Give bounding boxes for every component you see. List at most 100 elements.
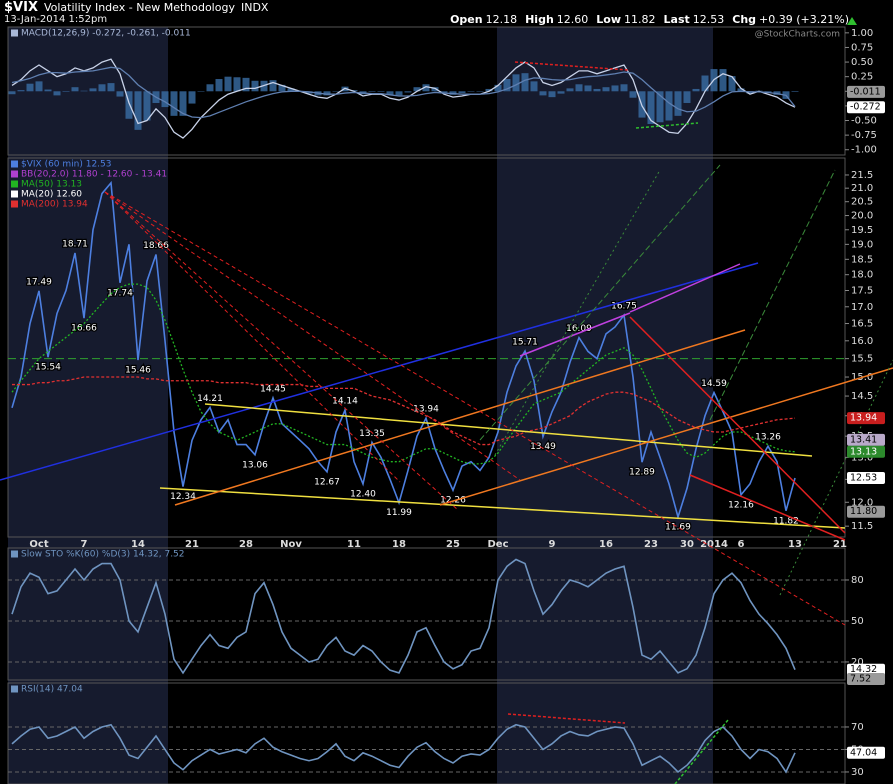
- histogram-bar: [278, 84, 286, 92]
- histogram-bar: [125, 91, 133, 119]
- value-label: 14.21: [197, 394, 223, 404]
- y-tick-label: 0.25: [851, 72, 873, 83]
- histogram-bar: [98, 84, 106, 92]
- histogram-bar: [422, 84, 430, 92]
- value-label: 14.59: [701, 379, 727, 389]
- value-tag-label: 7.52: [850, 674, 871, 685]
- x-tick-label: 21: [185, 539, 199, 550]
- legend-text: BB(20,2.0) 11.80 - 12.60 - 13.41: [21, 170, 167, 180]
- histogram-bar: [224, 76, 232, 92]
- value-label: 18.71: [62, 239, 88, 249]
- histogram-bar: [674, 91, 682, 116]
- y-tick-label: 15.5: [851, 354, 873, 365]
- y-tick-label: 1.00: [851, 28, 873, 39]
- value-label: 12.34: [170, 492, 196, 502]
- quote-label: Open: [450, 13, 483, 26]
- y-tick-label: 0.50: [851, 57, 873, 68]
- y-tick-label: 19.5: [851, 225, 873, 236]
- histogram-bar: [575, 84, 583, 92]
- value-tag-label: -0.011: [850, 86, 881, 97]
- legend-text: Slow STO %K(60) %D(3) 14.32, 7.52: [21, 550, 185, 560]
- histogram-bar: [503, 79, 511, 92]
- series-line: [12, 376, 796, 446]
- y-tick-label: 12.0: [851, 497, 873, 508]
- date: 13-Jan-2014 1:52pm: [4, 14, 108, 25]
- histogram-bar: [116, 91, 124, 97]
- series-line: [11, 283, 796, 465]
- backgrounds: [7, 26, 846, 784]
- histogram-bar: [251, 80, 259, 92]
- histogram-bar: [179, 91, 187, 116]
- legend-swatch: [11, 160, 18, 168]
- quote-value: 11.82: [624, 13, 656, 26]
- histogram-bar: [431, 87, 439, 92]
- histogram-bar: [107, 83, 115, 92]
- histogram-bar: [404, 91, 412, 93]
- histogram-bar: [494, 84, 502, 92]
- histogram-bar: [44, 89, 52, 92]
- value-label: 11.69: [665, 522, 691, 532]
- histogram-bar: [692, 88, 700, 92]
- divergence-line: [674, 719, 729, 784]
- panel-frame: [7, 157, 846, 538]
- histogram-bar: [548, 91, 556, 98]
- legend-swatch: [11, 180, 18, 188]
- value-label: 14.14: [332, 397, 358, 407]
- quote-value: +0.39 (+3.21%): [759, 13, 849, 26]
- header: $VIX Volatility Index - New Methodology …: [4, 0, 268, 15]
- value-tag-label: 13.13: [850, 446, 877, 457]
- histogram-bar: [620, 84, 628, 92]
- up-arrow: [847, 17, 857, 25]
- histogram-bar: [35, 81, 43, 92]
- histogram-bar: [656, 91, 664, 123]
- histogram-bar: [728, 76, 736, 92]
- legend-swatch: [11, 190, 18, 198]
- y-tick-label: 16.5: [851, 319, 873, 330]
- quote-label: Low: [596, 13, 622, 26]
- histogram-bar: [8, 91, 16, 95]
- symbol: $VIX: [4, 0, 38, 15]
- y-tick-label: -0.75: [851, 130, 877, 141]
- value-label: 17.74: [107, 288, 133, 298]
- histogram-bar: [80, 90, 88, 92]
- trend-line: [0, 262, 759, 481]
- panel-frame: [7, 547, 846, 681]
- divergence-line: [635, 122, 699, 129]
- histogram-bar: [206, 84, 214, 92]
- x-tick-label: Oct: [29, 539, 48, 550]
- value-label: 15.54: [35, 363, 61, 373]
- value-label: 15.71: [512, 338, 538, 348]
- y-tick-label: 18.5: [851, 254, 873, 265]
- month-shade: [8, 27, 168, 784]
- value-label: 11.99: [386, 508, 412, 518]
- histogram-bar: [791, 91, 799, 92]
- value-tag-label: 47.04: [850, 747, 877, 758]
- histogram-bar: [377, 91, 385, 92]
- histogram-bar: [134, 91, 142, 130]
- x-tick-label: Dec: [487, 539, 508, 550]
- x-tick-label: 30: [680, 539, 694, 550]
- quote-label: Chg: [732, 13, 757, 26]
- histogram-bar: [242, 77, 250, 92]
- legend-text: MA(200) 13.94: [21, 200, 88, 210]
- histogram-bar: [665, 91, 673, 121]
- histogram-bar: [287, 88, 295, 92]
- histogram-bar: [53, 91, 61, 96]
- y-tick-label: 20.5: [851, 197, 873, 208]
- y-tick-label: -0.50: [851, 116, 877, 127]
- x-tick-label: 28: [239, 539, 253, 550]
- divergence-line: [514, 61, 629, 71]
- legend-text: RSI(14) 47.04: [21, 685, 83, 695]
- histogram-bar: [701, 75, 709, 92]
- legend-swatch: [11, 685, 18, 693]
- y-tick-label: 20: [851, 657, 864, 668]
- series-line: [11, 66, 796, 119]
- x-tick-label: 7: [81, 539, 88, 550]
- histogram-bar: [440, 91, 448, 93]
- x-tick-label: 21: [833, 539, 847, 550]
- histogram-bar: [170, 91, 178, 116]
- histogram-bar: [215, 79, 223, 92]
- histogram-bar: [566, 88, 574, 92]
- value-label: 13.06: [242, 460, 268, 470]
